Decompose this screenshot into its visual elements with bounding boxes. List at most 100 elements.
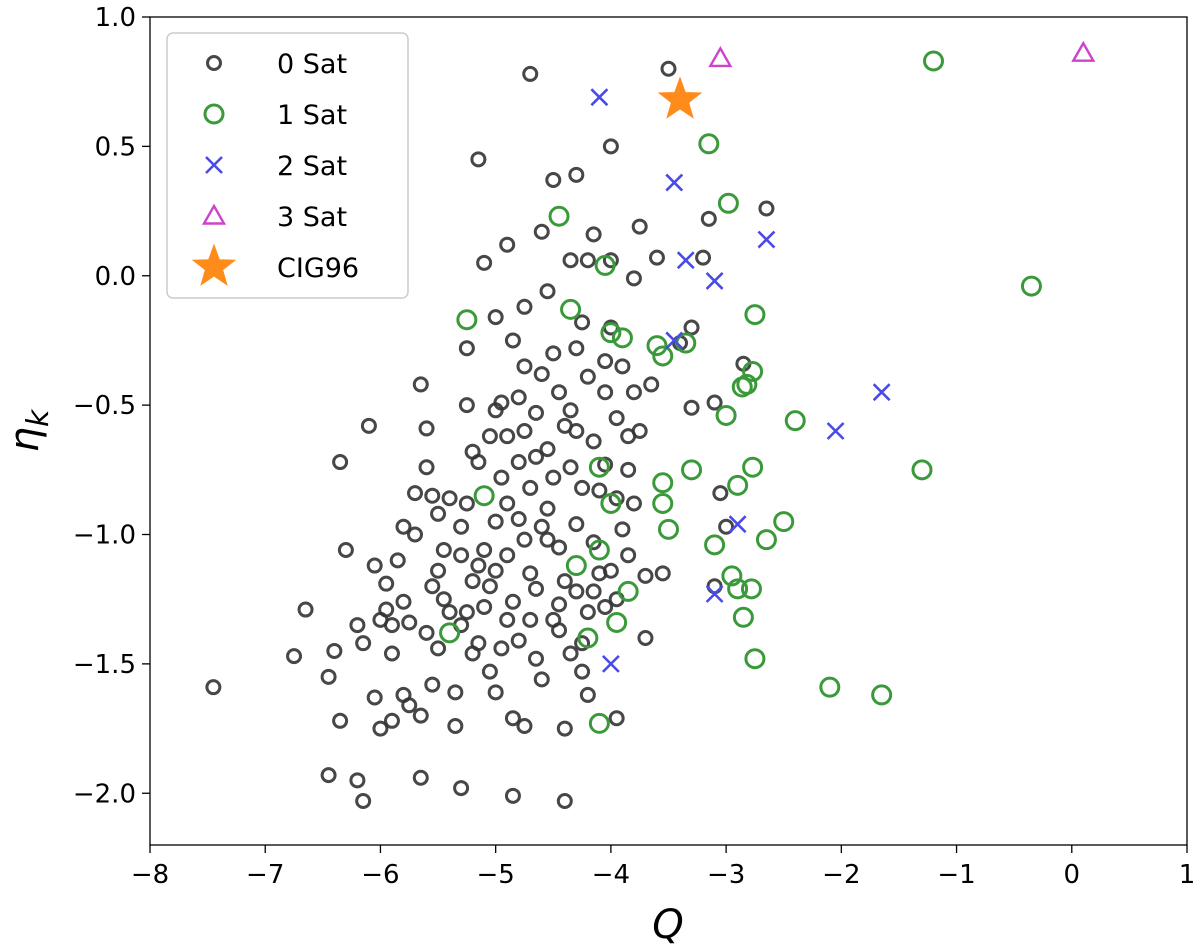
data-point — [585, 226, 602, 243]
data-point-shape — [453, 780, 470, 797]
data-point — [470, 635, 487, 652]
data-point-shape — [355, 635, 372, 652]
data-point-shape — [911, 459, 933, 481]
data-point-shape — [706, 394, 723, 411]
data-point — [320, 668, 337, 685]
data-point-shape — [545, 172, 562, 189]
data-point — [600, 322, 622, 344]
data-point — [389, 552, 406, 569]
data-point — [481, 663, 498, 680]
legend-item: 0 Sat — [206, 49, 347, 80]
data-point-shape — [602, 138, 619, 155]
data-point — [562, 645, 579, 662]
data-point-shape — [560, 298, 582, 320]
data-point-shape — [732, 606, 754, 628]
data-point — [487, 513, 504, 530]
legend-marker — [206, 55, 222, 71]
legend-item: CIG96 — [191, 243, 359, 286]
data-point — [597, 598, 614, 615]
data-point — [453, 780, 470, 797]
data-point-shape — [683, 319, 700, 336]
data-point — [453, 547, 470, 564]
data-point-shape — [872, 383, 891, 402]
data-point — [579, 686, 596, 703]
data-point — [510, 632, 527, 649]
data-point — [493, 640, 510, 657]
data-point-shape — [476, 542, 493, 559]
data-point — [366, 689, 383, 706]
data-point-shape — [565, 555, 587, 577]
data-point — [695, 249, 712, 266]
data-point — [464, 573, 481, 590]
data-point-shape — [395, 518, 412, 535]
y-axis-label: ηk — [2, 408, 56, 452]
data-point-shape — [366, 557, 383, 574]
data-point — [458, 495, 475, 512]
data-point — [562, 402, 579, 419]
data-point — [568, 423, 585, 439]
data-point — [447, 717, 464, 734]
data-point — [516, 423, 533, 439]
data-point-shape — [522, 611, 539, 628]
x-tick-label: −8 — [131, 860, 169, 890]
data-point-shape — [744, 648, 766, 670]
legend-item: 1 Sat — [203, 100, 347, 131]
data-point — [522, 479, 539, 496]
data-point — [704, 534, 726, 556]
data-point — [556, 573, 573, 590]
legend-marker-shape — [203, 103, 225, 125]
data-point-shape — [401, 697, 418, 714]
data-point — [458, 397, 475, 414]
data-point — [601, 654, 620, 673]
data-point-shape — [625, 384, 642, 401]
data-point — [742, 456, 764, 478]
data-point — [574, 635, 591, 652]
legend-marker-shape — [191, 243, 237, 286]
legend-marker — [191, 243, 237, 286]
data-point-shape — [717, 192, 739, 214]
data-point-shape — [652, 345, 674, 367]
data-point-shape — [577, 627, 599, 649]
data-point-shape — [700, 210, 717, 227]
data-point-shape — [439, 622, 461, 644]
data-point — [652, 472, 674, 494]
data-point-shape — [597, 384, 614, 401]
data-point-shape — [527, 404, 544, 421]
data-point-shape — [355, 793, 372, 810]
data-point-shape — [516, 423, 533, 439]
data-point — [539, 500, 556, 517]
data-point-shape — [574, 635, 591, 652]
data-point — [698, 133, 720, 155]
data-point-shape — [579, 252, 596, 269]
legend-marker — [205, 156, 223, 174]
data-point-shape — [705, 585, 724, 603]
data-point-shape — [568, 583, 585, 600]
data-point — [755, 529, 777, 551]
data-point — [383, 645, 400, 662]
data-point-shape — [648, 249, 665, 266]
data-point-shape — [715, 404, 737, 426]
data-point-shape — [297, 601, 314, 618]
data-point — [681, 459, 703, 481]
data-point-shape — [522, 479, 539, 496]
y-tick-label: 0.5 — [95, 132, 136, 162]
data-point — [551, 384, 568, 401]
data-point — [539, 531, 556, 548]
data-point — [481, 428, 498, 445]
data-point — [499, 236, 516, 253]
data-point — [715, 404, 737, 426]
data-point — [456, 309, 478, 331]
series-2-sat — [590, 88, 891, 673]
data-point — [360, 417, 377, 434]
data-point — [401, 614, 418, 631]
data-point-shape — [389, 552, 406, 569]
data-point — [527, 448, 544, 465]
data-point-shape — [620, 547, 637, 564]
data-point — [574, 663, 591, 680]
data-point-shape — [588, 539, 610, 561]
data-point — [516, 717, 533, 734]
data-point — [510, 454, 527, 471]
data-point-shape — [412, 769, 429, 786]
data-point-shape — [470, 557, 487, 574]
data-point — [320, 767, 337, 784]
